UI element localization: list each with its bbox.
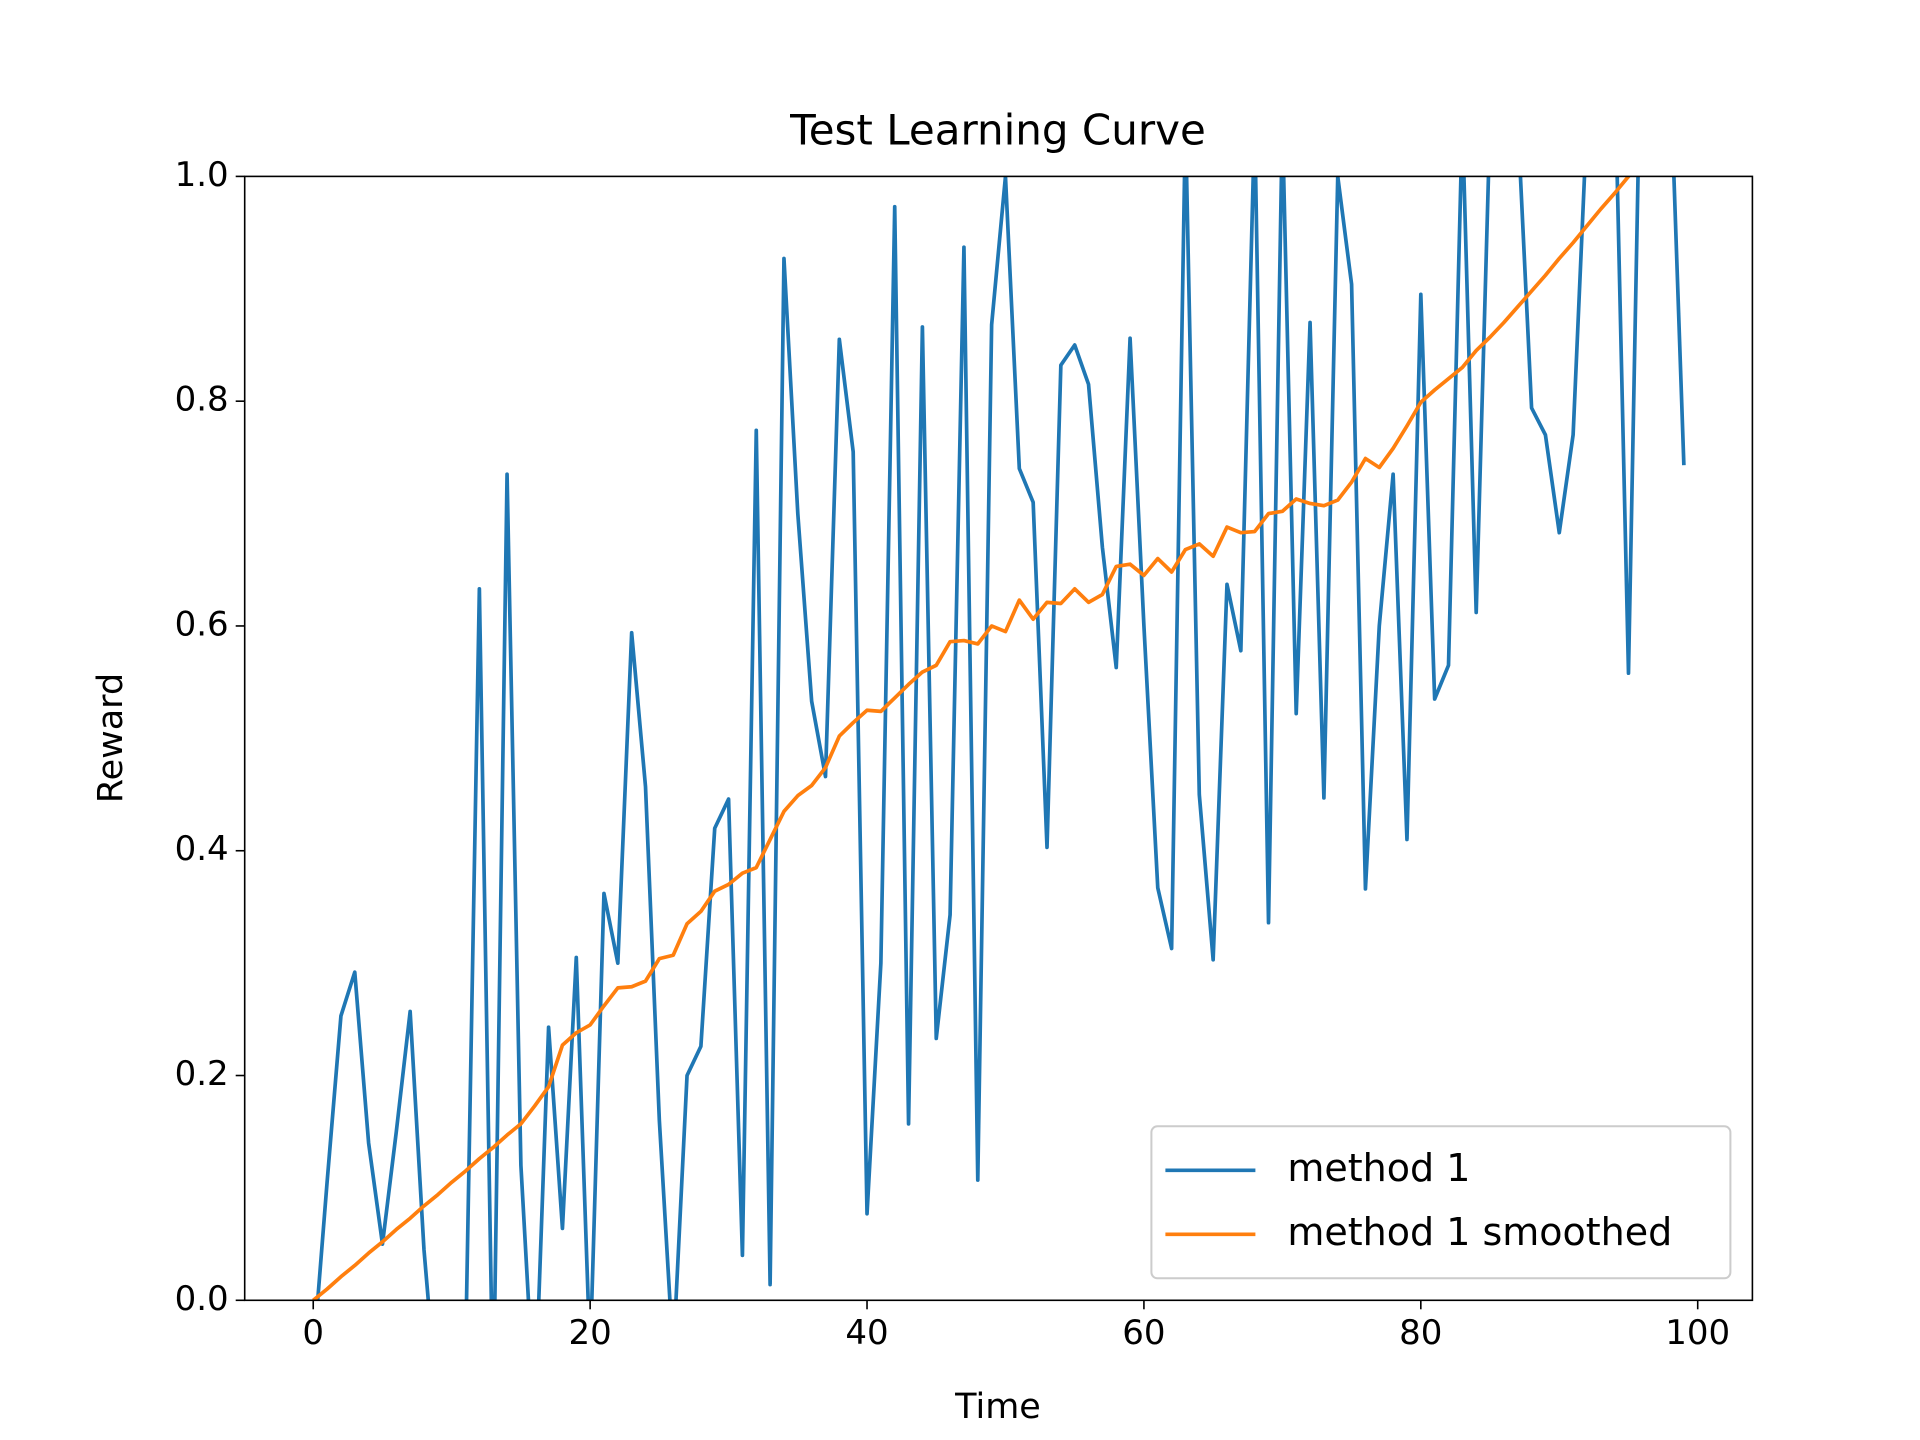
x-tick-label: 60: [1122, 1313, 1165, 1353]
y-tick-label: 0.0: [175, 1279, 229, 1319]
y-tick-label: 0.6: [175, 604, 229, 644]
legend-label: method 1: [1287, 1146, 1470, 1190]
x-tick-label: 100: [1665, 1313, 1730, 1353]
y-tick-label: 0.4: [175, 829, 229, 869]
y-tick-label: 0.8: [175, 380, 229, 420]
x-tick-label: 40: [845, 1313, 888, 1353]
legend-label: method 1 smoothed: [1287, 1210, 1672, 1254]
y-axis-label: Reward: [91, 673, 131, 803]
x-tick-label: 20: [568, 1313, 611, 1353]
chart-title: Test Learning Curve: [789, 106, 1206, 155]
plot-area: [312, 176, 1686, 1301]
x-tick-label: 0: [302, 1313, 324, 1353]
y-tick-label: 0.2: [175, 1054, 229, 1094]
data-line: [312, 176, 1631, 1301]
x-tick-label: 80: [1399, 1313, 1442, 1353]
y-tick-label: 1.0: [175, 155, 229, 195]
legend-box: [1150, 1125, 1732, 1280]
x-axis-label: Time: [954, 1387, 1041, 1427]
axes-frame: [243, 175, 1754, 1302]
data-line: [315, 176, 1686, 1301]
